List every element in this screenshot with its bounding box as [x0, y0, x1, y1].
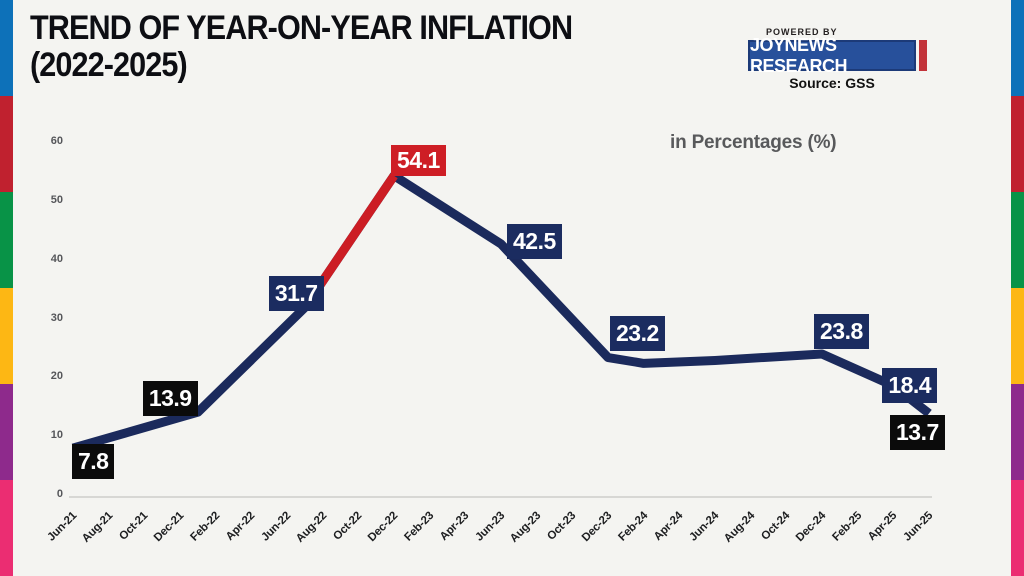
y-axis-tick-label: 40 — [50, 252, 63, 265]
red-accent-bar-icon — [919, 40, 927, 71]
data-label-Jan-22: 13.9 — [142, 381, 198, 417]
strip-segment-yellow — [1011, 288, 1024, 384]
data-label-Dec-23: 23.2 — [610, 315, 665, 351]
y-axis-tick-label: 20 — [50, 370, 63, 383]
strip-segment-red — [0, 96, 13, 192]
units-label: in Percentages (%) — [670, 132, 837, 153]
data-label-Jul-22: 31.7 — [268, 276, 324, 312]
powered-by-badge: POWERED BY JOYNEWS RESEARCH Source: GSS — [748, 27, 929, 91]
strip-segment-pink — [0, 480, 13, 576]
brand-row: JOYNEWS RESEARCH — [748, 35, 929, 76]
page-title-line1: TREND OF YEAR-ON-YEAR INFLATION — [30, 9, 573, 47]
left-color-strip — [0, 0, 13, 576]
y-axis-tick-label: 60 — [50, 135, 63, 147]
data-label-Jun-21: 7.8 — [72, 444, 115, 480]
strip-segment-green — [1011, 192, 1024, 288]
page-title: TREND OF YEAR-ON-YEAR INFLATION (2022-20… — [30, 10, 624, 84]
source-label: Source: GSS — [789, 75, 875, 91]
strip-segment-blue — [0, 0, 13, 96]
strip-segment-red — [1011, 96, 1024, 192]
y-axis-tick-label: 30 — [50, 311, 63, 324]
page-title-line2: (2022-2025) — [30, 46, 188, 84]
data-label-Jun-23: 42.5 — [507, 223, 562, 259]
y-axis-tick-label: 10 — [50, 429, 63, 442]
strip-segment-purple — [1011, 384, 1024, 480]
data-label-Dec-22: 54.1 — [391, 144, 446, 176]
strip-segment-yellow — [0, 288, 13, 384]
data-label-Apr-25: 18.4 — [882, 367, 938, 403]
inflation-line — [71, 171, 932, 453]
powered-by-label: POWERED BY — [766, 27, 838, 37]
data-label-Jun-25: 13.7 — [890, 415, 945, 451]
strip-segment-pink — [1011, 480, 1024, 576]
strip-segment-purple — [0, 384, 13, 480]
strip-segment-green — [0, 192, 13, 288]
y-axis-tick-label: 50 — [50, 193, 63, 206]
data-label-Dec-24: 23.8 — [814, 313, 869, 349]
right-color-strip — [1011, 0, 1024, 576]
y-axis-tick-label: 0 — [56, 488, 63, 500]
joynews-research-logo: JOYNEWS RESEARCH — [748, 35, 916, 76]
strip-segment-blue — [1011, 0, 1024, 96]
